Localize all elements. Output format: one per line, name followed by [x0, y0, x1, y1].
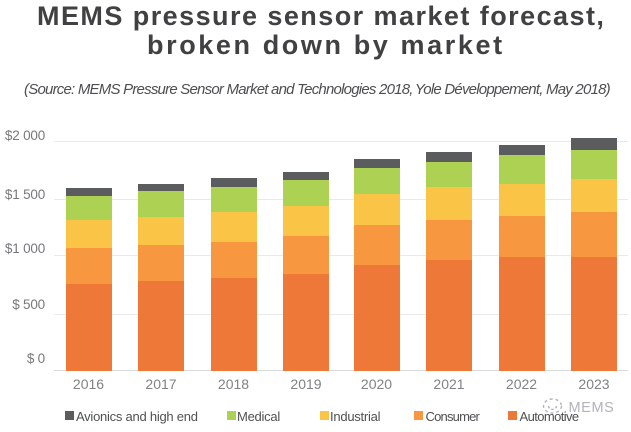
svg-text:MEMS: MEMS: [569, 400, 615, 416]
